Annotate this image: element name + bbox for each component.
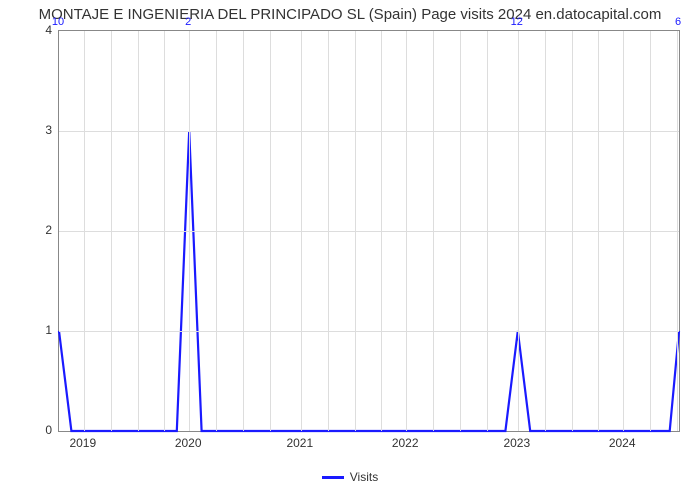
- gridline-h: [59, 331, 679, 332]
- gridline-v: [460, 31, 461, 431]
- gridline-v: [406, 31, 407, 431]
- y-tick-label: 3: [45, 123, 52, 137]
- x-tick-label: 2019: [69, 436, 96, 450]
- plot-area: [58, 30, 680, 432]
- y-tick-label: 0: [45, 423, 52, 437]
- gridline-v: [111, 31, 112, 431]
- gridline-h: [59, 231, 679, 232]
- y-tick-label: 2: [45, 223, 52, 237]
- gridline-v: [164, 31, 165, 431]
- x-tick-label: 2021: [286, 436, 313, 450]
- gridline-v: [270, 31, 271, 431]
- data-marker: 6: [675, 16, 681, 28]
- gridline-h: [59, 131, 679, 132]
- gridline-v: [598, 31, 599, 431]
- gridline-v: [301, 31, 302, 431]
- gridline-v: [572, 31, 573, 431]
- legend-label: Visits: [350, 470, 378, 484]
- gridline-v: [243, 31, 244, 431]
- gridline-v: [677, 31, 678, 431]
- x-tick-label: 2024: [609, 436, 636, 450]
- data-marker: 12: [511, 16, 523, 28]
- gridline-v: [650, 31, 651, 431]
- legend-swatch: [322, 476, 344, 479]
- gridline-v: [623, 31, 624, 431]
- gridline-v: [381, 31, 382, 431]
- gridline-v: [216, 31, 217, 431]
- data-marker: 2: [185, 16, 191, 28]
- x-tick-label: 2023: [503, 436, 530, 450]
- gridline-v: [355, 31, 356, 431]
- legend: Visits: [0, 470, 700, 484]
- x-tick-label: 2022: [392, 436, 419, 450]
- gridline-v: [433, 31, 434, 431]
- gridline-v: [328, 31, 329, 431]
- x-tick-label: 2020: [175, 436, 202, 450]
- y-tick-label: 1: [45, 323, 52, 337]
- data-marker: 10: [52, 16, 64, 28]
- gridline-v: [138, 31, 139, 431]
- gridline-v: [189, 31, 190, 431]
- gridline-v: [545, 31, 546, 431]
- gridline-v: [518, 31, 519, 431]
- chart-title: MONTAJE E INGENIERIA DEL PRINCIPADO SL (…: [0, 6, 700, 23]
- gridline-v: [84, 31, 85, 431]
- chart-root: MONTAJE E INGENIERIA DEL PRINCIPADO SL (…: [0, 0, 700, 500]
- gridline-v: [487, 31, 488, 431]
